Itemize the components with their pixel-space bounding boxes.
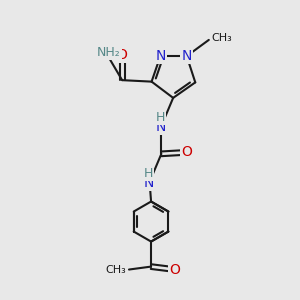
Text: N: N [143,176,154,190]
Text: H: H [144,167,153,180]
Text: N: N [155,120,166,134]
Text: NH₂: NH₂ [97,46,121,59]
Text: O: O [117,48,128,62]
Text: H: H [156,111,165,124]
Text: CH₃: CH₃ [212,33,232,43]
Text: N: N [182,49,192,63]
Text: N: N [155,49,166,63]
Text: O: O [181,146,192,159]
Text: CH₃: CH₃ [105,265,126,275]
Text: O: O [169,262,180,277]
